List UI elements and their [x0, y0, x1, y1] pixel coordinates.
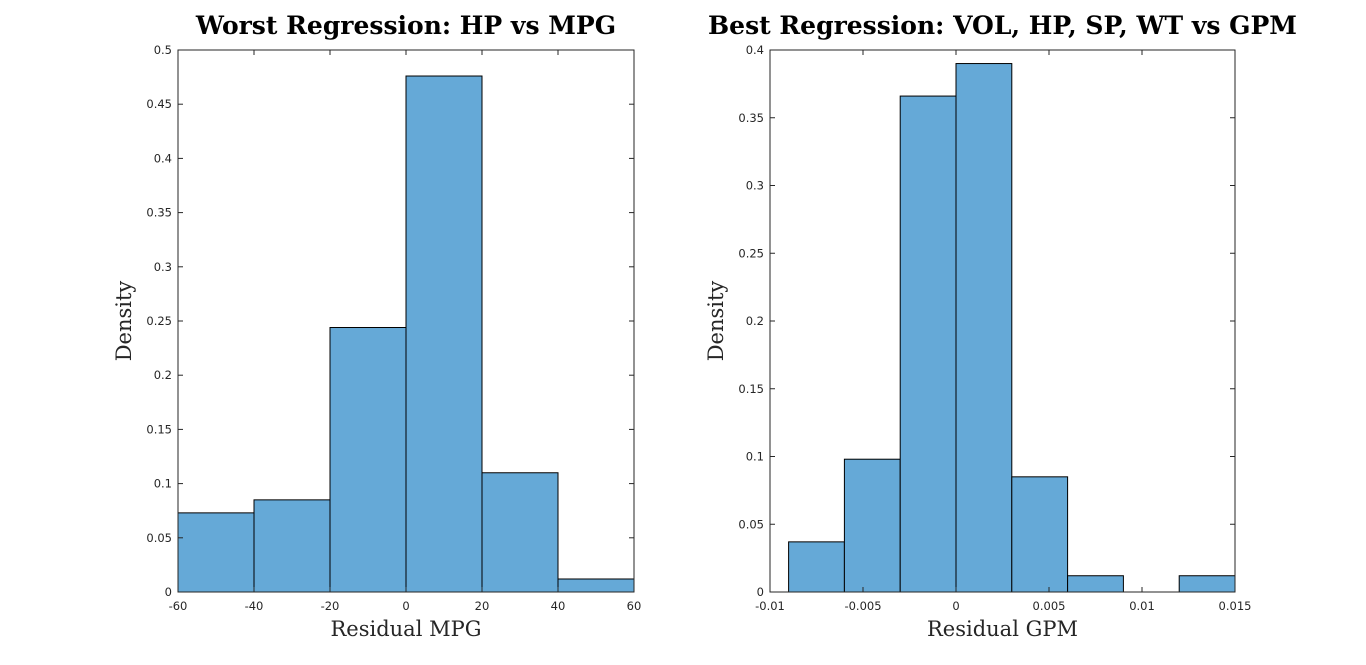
x-tick-label: 0 [952, 599, 959, 613]
histogram-bar [557, 578, 635, 593]
x-tick-label: 60 [627, 599, 642, 613]
histogram-bar [899, 95, 957, 593]
y-tick-label: 0.45 [146, 97, 172, 111]
y-axis-label: Density [112, 281, 136, 362]
x-tick-label: 40 [551, 599, 566, 613]
y-tick-label: 0.15 [738, 382, 764, 396]
y-tick-label: 0.05 [738, 517, 764, 531]
x-tick-label: -0.005 [844, 599, 881, 613]
y-tick-label: 0.15 [146, 422, 172, 436]
y-tick-label: 0 [757, 585, 764, 599]
histogram-bar [1067, 575, 1124, 593]
y-tick-label: 0.3 [746, 179, 764, 193]
histogram-bar [1178, 575, 1236, 593]
histogram-bar [481, 472, 559, 593]
y-tick-label: 0.4 [154, 151, 172, 165]
histogram-bar [177, 512, 255, 593]
y-tick-label: 0.25 [146, 314, 172, 328]
x-tick-label: -40 [245, 599, 264, 613]
x-tick-label: 0.015 [1219, 599, 1252, 613]
histogram-bar [788, 541, 845, 593]
x-tick-label: -0.01 [755, 599, 785, 613]
x-axis-label: Residual MPG [330, 617, 481, 641]
y-axis-label: Density [704, 281, 728, 362]
histogram-bar [253, 499, 331, 593]
histogram-bar [843, 458, 901, 593]
chart-title: Worst Regression: HP vs MPG [195, 11, 616, 40]
x-tick-label: 0 [402, 599, 409, 613]
y-tick-label: 0.3 [154, 260, 172, 274]
y-tick-label: 0.1 [154, 477, 172, 491]
histogram-bar [329, 327, 407, 593]
x-tick-label: 0.005 [1033, 599, 1066, 613]
x-tick-label: -20 [321, 599, 340, 613]
y-tick-label: 0.35 [738, 111, 764, 125]
y-tick-label: 0.1 [746, 450, 764, 464]
y-tick-label: 0.35 [146, 206, 172, 220]
x-axis-label: Residual GPM [927, 617, 1078, 641]
y-tick-label: 0.5 [154, 43, 172, 57]
y-tick-label: 0.4 [746, 43, 764, 57]
chart-worst-regression: -60 -40 -20 0 20 40 60 0 0.05 0.1 0.15 0.2 0.25 0.3 0.… [112, 11, 641, 641]
histogram-bar [955, 63, 1013, 593]
chart-title: Best Regression: VOL, HP, SP, WT vs GPM [708, 11, 1297, 40]
y-tick-label: 0 [165, 585, 172, 599]
y-tick-label: 0.2 [746, 314, 764, 328]
y-tick-label: 0.25 [738, 246, 764, 260]
histogram-bar [1011, 476, 1069, 593]
chart-best-regression: -0.01 -0.005 0 0.005 0.01 0.015 0 0.05 0.1 0.15 0.… [704, 11, 1297, 641]
y-tick-label: 0.2 [154, 368, 172, 382]
y-tick-label: 0.05 [146, 531, 172, 545]
x-tick-label: 0.01 [1129, 599, 1155, 613]
x-tick-label: -60 [169, 599, 188, 613]
x-tick-label: 20 [475, 599, 490, 613]
histogram-bar [405, 75, 483, 593]
